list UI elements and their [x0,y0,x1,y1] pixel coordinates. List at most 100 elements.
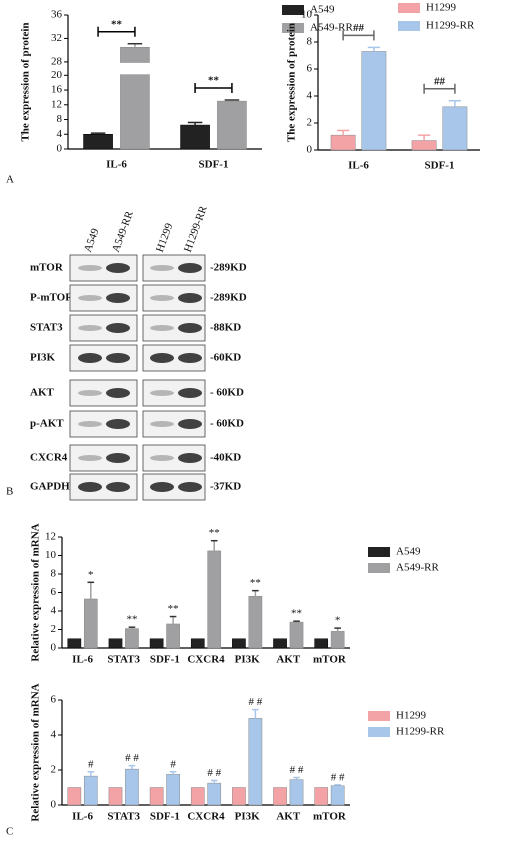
row-label: CXCR4 [30,452,68,464]
x-tick-label: PI3K [235,654,261,666]
y-tick-label: 8 [307,36,313,48]
y-tick-label: 4 [51,605,57,617]
legend-label: H1299-RR [396,726,445,738]
blot-band [106,353,130,363]
x-tick-label: AKT [276,654,301,666]
x-tick-label: PI3K [235,811,261,823]
bar [83,598,98,649]
y-tick-label: 28 [51,55,63,67]
blot-band [78,353,102,363]
annotation: # # [207,767,221,779]
blot-band [106,323,130,333]
legend-label: H1299-RR [426,20,475,32]
annotation: ** [209,527,220,539]
row-label: AKT [30,387,55,399]
x-tick-label: STAT3 [107,654,140,666]
blot-band [178,388,202,398]
y-tick-label: 12 [45,531,56,543]
bar [273,638,287,649]
y-tick-label: 36 [51,9,63,21]
y-tick-label: 2 [51,764,57,776]
legend-swatch [398,3,420,13]
legend-label: H1299 [396,710,426,722]
blot-band [150,353,174,363]
legend-swatch [368,727,390,737]
size-label: - 60KD [210,387,244,399]
y-tick-label: 8 [51,568,57,580]
size-label: -289KD [210,292,247,304]
annotation: ** [126,614,137,626]
y-axis-label: Relative expression of mRNA [30,683,42,821]
annotation: ** [111,18,123,30]
y-tick-label: 10 [301,9,313,21]
blot-band [150,421,174,427]
x-tick-label: SDF-1 [199,159,229,171]
size-label: -289KD [210,262,247,274]
blot-band [178,263,202,273]
blot-band [78,421,102,427]
lane-label: A549-RR [110,209,136,254]
annotation: ## [434,75,446,87]
x-tick-label: AKT [276,811,301,823]
annotation: ## [353,22,365,34]
bar [190,638,205,649]
blot-band [78,295,102,301]
blot-band [150,325,174,331]
bar [67,638,82,649]
row-label: p-AKT [30,418,64,430]
annotation: * [88,569,94,581]
annotation: * [335,615,341,627]
y-axis-label: Relative expression of mRNA [30,523,42,661]
y-tick-label: 8 [57,113,63,125]
annotation: # # [125,752,139,764]
bar [411,140,437,151]
blot-band [178,293,202,303]
y-tick-label: 2 [307,117,313,129]
bar [120,46,150,150]
blot-band [106,388,130,398]
size-label: -40KD [210,452,241,464]
bar [314,638,329,649]
y-tick-label: 16 [51,84,63,96]
x-tick-label: IL-6 [72,811,93,823]
bar [190,787,205,806]
bar [248,595,263,649]
bar [330,631,345,649]
y-tick-label: 0 [57,143,63,155]
size-label: -37KD [210,481,241,493]
panel-label: A [6,174,14,186]
bar [125,768,139,806]
x-tick-label: CXCR4 [187,811,225,823]
bar [217,100,247,150]
blot-band [178,323,202,333]
y-tick-label: 6 [51,694,57,706]
bar [67,787,82,806]
legend-swatch [282,23,304,33]
blot-band [150,390,174,396]
legend-label: A549 [396,546,421,558]
bar [232,638,246,649]
bar [361,51,387,151]
panel-label: C [6,826,13,838]
y-tick-label: 0 [51,799,57,811]
bar [442,106,468,151]
blot-band [178,419,202,429]
bar [207,550,222,649]
bar [83,134,113,150]
axis-break [119,62,151,75]
lane-label: H1299 [154,221,176,254]
row-label: STAT3 [30,322,63,334]
row-label: P-mTOR [30,292,74,304]
legend-label: A549-RR [310,22,353,34]
annotation: # # [331,771,345,783]
row-label: GAPDH [30,481,70,493]
y-axis-label: The expression of protein [20,22,32,141]
x-tick-label: IL-6 [106,159,127,171]
blot-band [78,265,102,271]
blot-band [78,482,102,492]
blot-band [150,295,174,301]
blot-band [106,419,130,429]
legend-label: H1299 [426,2,456,14]
blot-band [106,453,130,463]
